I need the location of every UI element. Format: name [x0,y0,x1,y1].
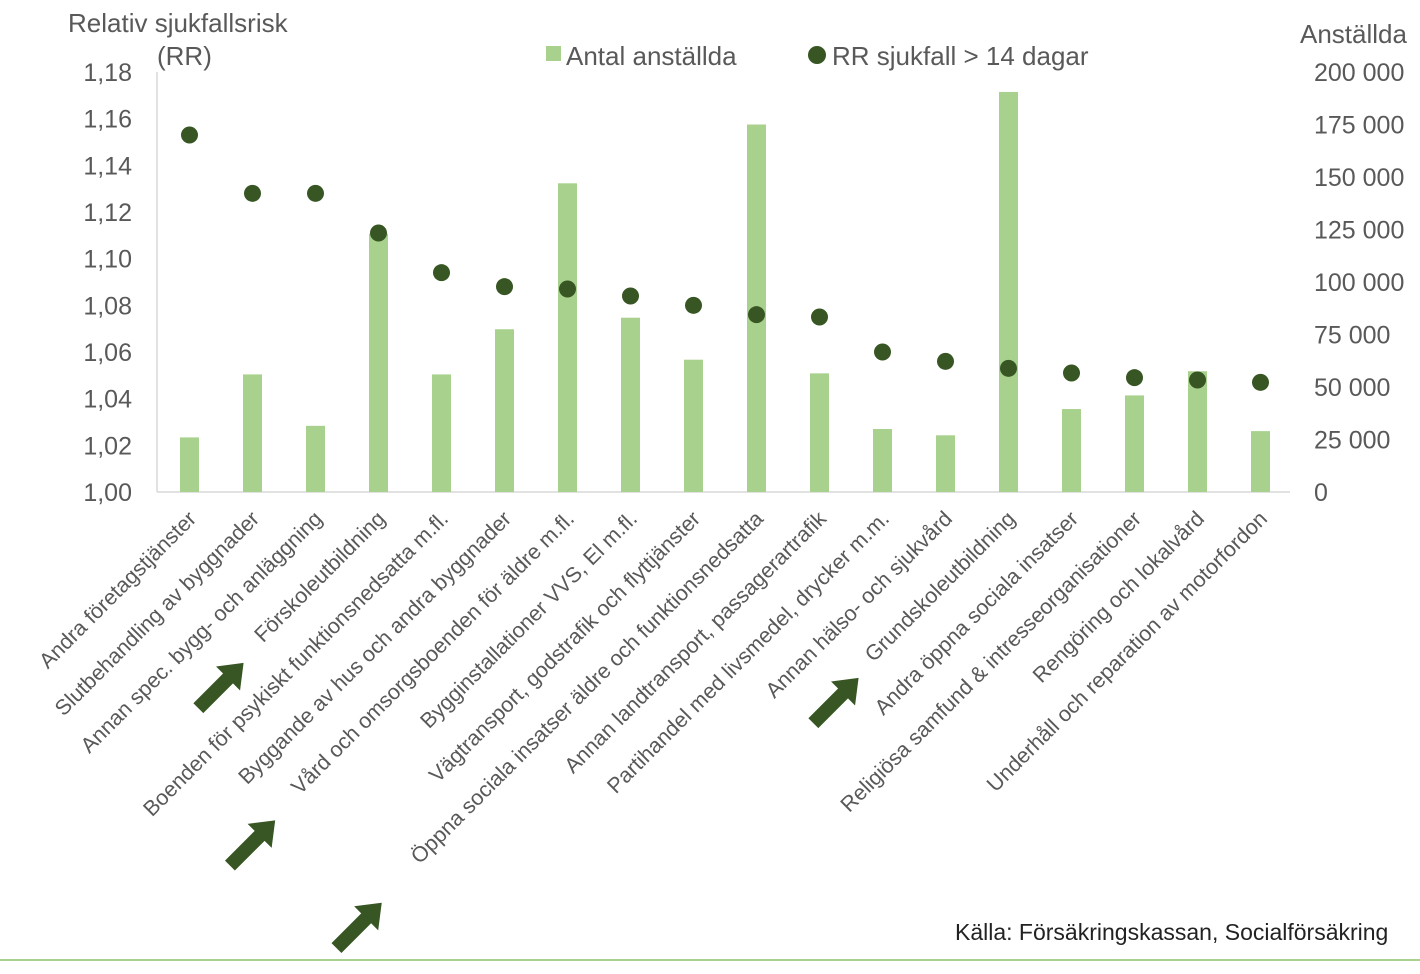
point-rr-sjukfall [937,352,954,370]
legend-dot-swatch [808,46,826,64]
point-rr-sjukfall [874,343,891,361]
point-rr-sjukfall [370,224,387,242]
point-rr-sjukfall [1189,371,1206,389]
bar-antal-anstallda [495,329,514,492]
bar-antal-anstallda [432,374,451,492]
bar-antal-anstallda [873,429,892,492]
point-rr-sjukfall [1063,364,1080,382]
legend: Antal anställda RR sjukfall > 14 dagar [546,41,1089,71]
point-rr-sjukfall [622,287,639,305]
bar-antal-anstallda [306,425,325,492]
point-rr-sjukfall [181,126,198,144]
right-tick-label: 75 000 [1314,322,1390,350]
left-tick-label: 1,14 [83,152,132,180]
point-rr-sjukfall [1126,369,1143,387]
left-tick-label: 1,10 [83,246,132,274]
highlight-arrows [193,662,859,953]
point-rr-sjukfall [244,184,261,202]
right-tick-label: 100 000 [1314,269,1404,297]
dots [181,126,1269,391]
left-tick-label: 1,00 [83,479,132,507]
right-tick-label: 25 000 [1314,427,1390,455]
highlight-arrow-icon [224,820,276,871]
right-tick-label: 0 [1314,479,1328,507]
arrow-shape [331,902,382,953]
legend-bar-label: Antal anställda [566,41,737,71]
legend-dot-label: RR sjukfall > 14 dagar [832,41,1089,71]
point-rr-sjukfall [811,308,828,326]
right-axis-label: Anställda [1300,19,1407,49]
point-rr-sjukfall [1252,373,1269,391]
bar-antal-anstallda [810,373,829,492]
bar-antal-anstallda [621,317,640,492]
arrow-shape [193,662,244,714]
point-rr-sjukfall [748,306,765,324]
bar-antal-anstallda [936,435,955,492]
left-tick-label: 1,08 [83,292,132,320]
right-ticks: 0 25 000 50 000 75 000 100 000 125 000 150 000… [1314,59,1404,507]
left-tick-label: 1,06 [83,339,132,367]
left-ticks: 1,00 1,02 1,04 1,06 1,08 1,10 1,12 1,14 1,16 1,18 [83,59,132,507]
source-note: Källa: Försäkringskassan, Socialförsäkri… [955,919,1388,945]
left-tick-label: 1,18 [83,59,132,87]
bar-antal-anstallda [558,183,577,493]
point-rr-sjukfall [433,264,450,282]
left-axis-label-line1: Relativ sjukfallsrisk [68,8,289,38]
bar-antal-anstallda [243,374,262,492]
highlight-arrow-icon [331,902,382,953]
legend-bar-swatch [546,46,561,61]
bar-antal-anstallda [369,233,388,492]
right-tick-label: 125 000 [1314,217,1404,245]
highlight-arrow-icon [193,662,244,714]
bar-antal-anstallda [1251,431,1270,492]
bar-antal-anstallda [1125,395,1144,492]
bar-antal-anstallda [1188,371,1207,492]
left-axis-label-line2: (RR) [157,41,212,71]
bar-antal-anstallda [1062,409,1081,492]
bar-antal-anstallda [180,437,199,492]
arrow-shape [808,677,859,729]
left-tick-label: 1,12 [83,199,132,227]
bar-antal-anstallda [999,91,1018,492]
left-axis-label: Relativ sjukfallsrisk (RR) [68,8,289,71]
left-tick-label: 1,04 [83,386,132,414]
point-rr-sjukfall [1000,359,1017,377]
bars [180,91,1270,493]
point-rr-sjukfall [559,280,576,298]
right-tick-label: 150 000 [1314,164,1404,192]
right-tick-label: 200 000 [1314,59,1404,87]
right-tick-label: 175 000 [1314,112,1404,140]
arrow-shape [224,820,276,871]
point-rr-sjukfall [685,296,702,314]
point-rr-sjukfall [307,184,324,202]
left-tick-label: 1,16 [83,106,132,134]
point-rr-sjukfall [496,278,513,296]
right-tick-label: 50 000 [1314,374,1390,402]
highlight-arrow-icon [808,677,859,729]
bar-antal-anstallda [684,359,703,492]
left-tick-label: 1,02 [83,432,132,460]
